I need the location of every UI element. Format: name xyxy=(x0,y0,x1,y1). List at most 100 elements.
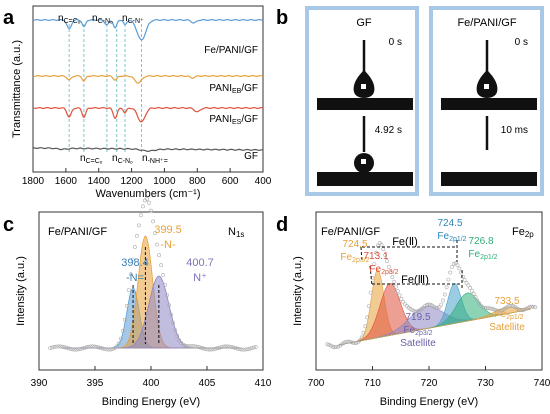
bracket-fe2-left-drop xyxy=(360,246,363,263)
data-point-c xyxy=(211,347,216,352)
annotation-bottom-3: n-NH⁺= xyxy=(142,153,168,165)
data-point-d xyxy=(352,341,357,346)
data-point-c xyxy=(203,347,208,351)
data-point-d xyxy=(486,306,491,311)
data-point-d xyxy=(385,259,389,264)
data-point-c xyxy=(86,344,91,349)
data-point-d xyxy=(330,344,335,349)
panel-letter-d: d xyxy=(276,214,288,236)
data-point-d xyxy=(348,340,353,344)
data-point-d xyxy=(428,302,433,307)
data-point-c xyxy=(124,303,129,308)
data-point-c xyxy=(199,345,204,350)
data-point-d xyxy=(529,304,534,309)
peak-label-d-724-5-left: 724.5 xyxy=(342,239,367,250)
peak-species-c-399-5: -N- xyxy=(160,239,176,251)
data-point-d xyxy=(361,330,366,335)
x-axis-ticks-d: 700 710 720 730 740 xyxy=(308,366,550,389)
x-tick-label-a: 1000 xyxy=(153,176,176,187)
data-point-c xyxy=(120,328,125,333)
data-point-d xyxy=(368,290,373,295)
data-point-c xyxy=(225,344,230,349)
peak-species-c-398-4: -N= xyxy=(126,272,144,284)
peak-label-d-713-1: 713.1 xyxy=(363,251,388,262)
peak-markers-c xyxy=(132,247,160,344)
x-tick-label-d: 720 xyxy=(421,378,438,389)
series-line-0 xyxy=(32,18,264,41)
data-point-d xyxy=(527,305,532,309)
data-point-d xyxy=(403,302,407,307)
data-point-c xyxy=(169,312,174,317)
data-point-c xyxy=(247,346,252,351)
data-point-d xyxy=(413,309,418,314)
data-point-c xyxy=(195,344,200,349)
data-point-d xyxy=(450,265,455,269)
data-point-c xyxy=(132,245,137,249)
data-point-c xyxy=(88,344,93,349)
x-tick-label-a: 1400 xyxy=(88,176,111,187)
series-label-gf: GF xyxy=(244,151,258,162)
data-point-c xyxy=(84,345,89,350)
sample-label-c: Fe/PANI/GF xyxy=(48,226,107,238)
data-point-c xyxy=(98,345,103,350)
data-point-c xyxy=(80,346,85,351)
time-label-gf-1: 4.92 s xyxy=(375,125,402,136)
data-point-d xyxy=(392,279,397,284)
series-line-1 xyxy=(32,74,264,84)
data-point-c xyxy=(227,344,232,349)
data-point-d xyxy=(488,306,492,311)
data-point-c xyxy=(223,344,228,349)
data-point-d xyxy=(381,247,386,252)
contact-angle-title-gf: GF xyxy=(356,17,372,29)
data-point-c xyxy=(72,347,77,352)
data-point-c xyxy=(207,347,212,352)
data-point-d xyxy=(482,305,487,310)
data-point-c xyxy=(253,345,258,349)
data-point-d xyxy=(397,293,402,298)
data-point-c xyxy=(126,288,131,293)
peak-extra-d-719-5: Satellite xyxy=(400,338,436,349)
data-point-d xyxy=(469,288,474,293)
data-point-c xyxy=(70,347,75,352)
data-point-d xyxy=(466,283,471,288)
data-point-c xyxy=(231,345,236,350)
data-point-d xyxy=(437,305,442,310)
annotation-top-3: nC-N⁺ xyxy=(122,13,144,25)
x-tick-label-d: 730 xyxy=(477,378,494,389)
data-point-d xyxy=(464,280,469,285)
peak-species-d-713-1: Fe2p3/2 xyxy=(369,264,398,276)
data-point-c xyxy=(191,344,196,349)
data-point-c xyxy=(82,345,87,350)
panel-letter-b: b xyxy=(276,7,288,29)
data-point-c xyxy=(157,253,162,258)
time-label-gf-0: 0 s xyxy=(389,37,402,48)
data-point-d xyxy=(495,308,500,313)
peak-label-c-398-4: 398.4 xyxy=(121,257,149,269)
data-point-c xyxy=(136,223,141,228)
data-point-d xyxy=(401,299,406,304)
data-point-c xyxy=(76,347,81,352)
data-point-c xyxy=(189,344,194,349)
data-point-d xyxy=(460,274,465,279)
annotation-bottom-2: nC-Nₒ xyxy=(112,153,133,165)
data-point-d xyxy=(520,308,525,313)
panel-d: d 700 710 720 730 740 Fe(Ⅱ) Fe(Ⅲ) Fe/PANI/GF… xyxy=(276,211,550,408)
substrate-fe-pani-gf-0 xyxy=(441,98,537,110)
x-axis-label-a: Wavenumbers (cm⁻¹) xyxy=(95,188,200,200)
data-point-d xyxy=(426,302,431,307)
series-line-2 xyxy=(32,106,264,123)
data-point-d xyxy=(441,298,445,303)
data-point-c xyxy=(74,347,79,352)
data-point-d xyxy=(345,339,350,344)
data-point-d xyxy=(433,305,438,310)
data-point-c xyxy=(151,219,155,224)
data-point-c xyxy=(116,341,121,346)
panel-a: a 1800 1600 1400 1200 1000 800 600 400 nC=Cₒ nC… xyxy=(3,5,272,200)
x-tick-label-a: 800 xyxy=(189,176,206,187)
data-point-c xyxy=(138,213,143,218)
raw-data-points-d xyxy=(325,241,538,350)
data-point-c xyxy=(159,263,164,268)
element-label-c: N1s xyxy=(228,226,244,239)
peak-species-d-724-5: Fe2p1/2 xyxy=(437,231,466,243)
data-point-d xyxy=(336,344,341,349)
